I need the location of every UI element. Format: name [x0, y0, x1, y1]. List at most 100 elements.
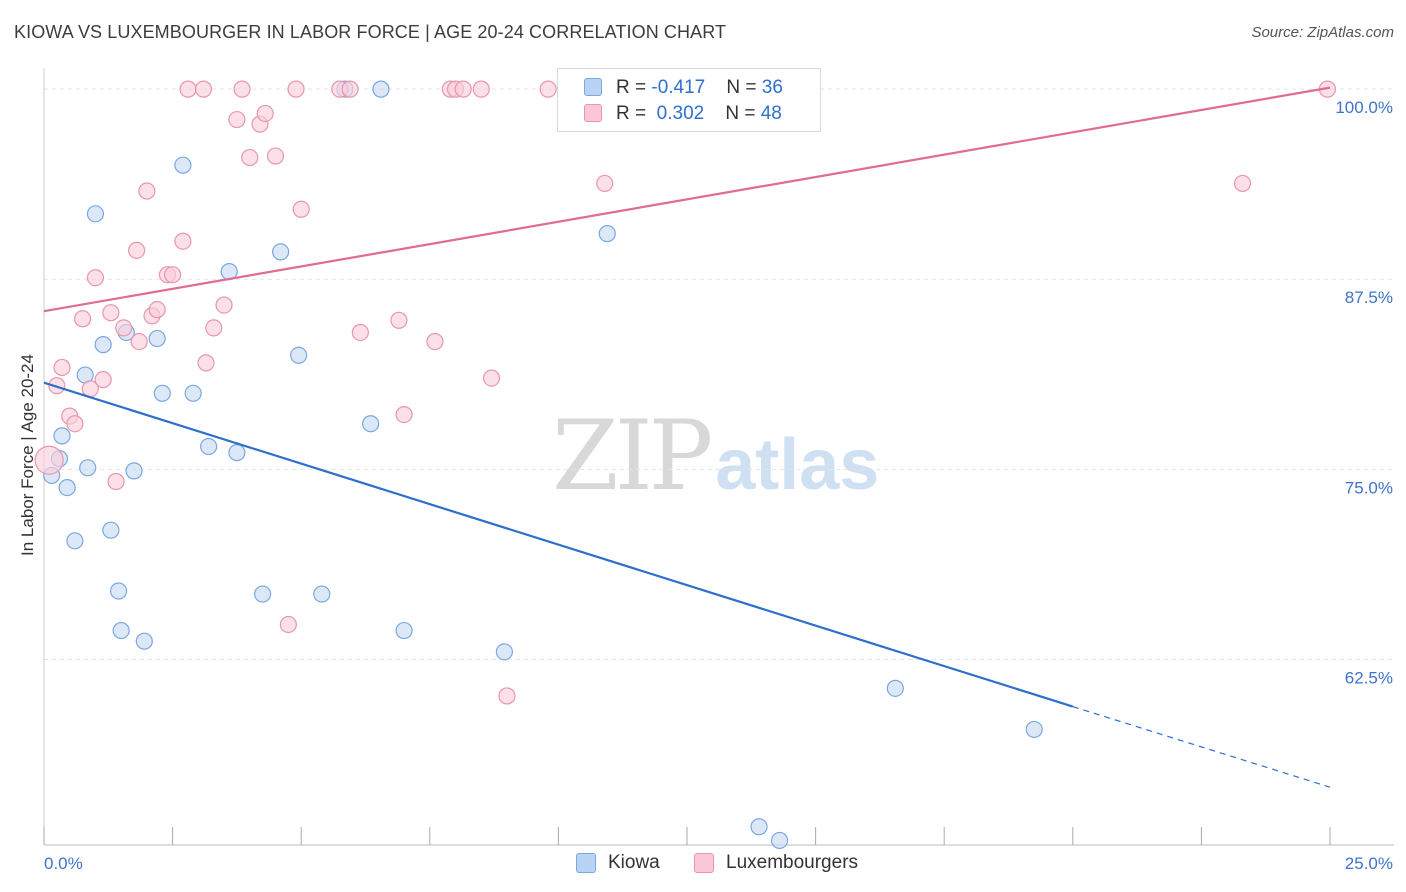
data-point [254, 585, 272, 603]
data-point [138, 182, 156, 200]
data-point [313, 585, 331, 603]
data-point [194, 80, 213, 98]
data-point [287, 80, 305, 98]
bottom-legend-label-kiowa: Kiowa [608, 852, 660, 873]
data-point [125, 462, 143, 480]
data-point [395, 405, 413, 424]
data-point [109, 582, 128, 600]
data-point [454, 80, 472, 98]
data-point [341, 80, 359, 98]
correlation-legend: R = -0.417 N = 36 R = 0.302 N = 48 [557, 68, 821, 132]
data-point [362, 415, 380, 433]
data-point [53, 427, 71, 445]
axes [43, 68, 1394, 846]
trend-line-kiowa [43, 381, 1074, 708]
x-tick-label-max: 25.0% [1345, 854, 1393, 873]
y-tick-label: 100.0% [1335, 98, 1393, 117]
data-point [127, 241, 146, 259]
bottom-legend-label-luxembourgers: Luxembourgers [726, 852, 859, 873]
legend-text-kiowa: R = -0.417 N = 36 [616, 77, 783, 99]
data-point [94, 371, 112, 389]
data-point [200, 437, 218, 456]
bottom-legend-swatch-kiowa [576, 853, 596, 873]
legend-r-label: R = [616, 103, 652, 124]
data-point [372, 80, 390, 98]
data-point [228, 444, 246, 462]
source-label: Source: ZipAtlas.com [1251, 24, 1394, 41]
data-point [102, 521, 120, 539]
data-point [184, 384, 202, 402]
data-point [86, 269, 105, 287]
data-point [79, 459, 97, 477]
data-point [174, 232, 192, 250]
legend-r-value: 0.302 [651, 103, 705, 124]
data-point [228, 110, 246, 129]
trend-line-luxembourgers [43, 86, 1331, 313]
data-point [272, 243, 290, 261]
data-point [498, 687, 516, 705]
data-point [292, 200, 310, 218]
data-point [197, 354, 215, 372]
data-point [115, 319, 133, 337]
legend-n-label: N = [726, 77, 762, 98]
data-point [86, 205, 105, 223]
data-point [148, 329, 166, 348]
chart-title: KIOWA VS LUXEMBOURGER IN LABOR FORCE | A… [14, 22, 727, 42]
watermark: ZIPatlas [552, 400, 879, 512]
y-tick-label: 87.5% [1345, 288, 1393, 307]
data-point [1025, 720, 1043, 739]
data-point [495, 643, 513, 661]
data-point [164, 266, 182, 284]
data-point [148, 301, 166, 319]
data-point [256, 104, 274, 123]
legend-n-value: 36 [761, 77, 783, 98]
legend-n-label: N = [725, 103, 761, 124]
legend-swatch-luxembourgers [584, 104, 602, 122]
trend-lines [43, 86, 1331, 788]
data-point [73, 310, 92, 328]
data-point [266, 147, 285, 165]
data-point [102, 304, 120, 322]
bottom-legend-swatch-luxembourgers [694, 853, 714, 873]
data-point [215, 296, 233, 314]
data-point [482, 369, 501, 387]
grid-lines [44, 88, 1394, 660]
data-point [153, 384, 171, 402]
legend-swatch-kiowa [584, 78, 602, 96]
data-point [290, 346, 308, 364]
legend-r-value: -0.417 [651, 77, 706, 98]
legend-r-label: R = [616, 77, 652, 98]
watermark-atlas: atlas [715, 425, 880, 505]
legend-n-value: 48 [760, 103, 782, 124]
y-tick-label: 75.0% [1345, 478, 1393, 497]
data-point [1233, 174, 1252, 193]
data-point [112, 621, 130, 640]
data-point [750, 818, 768, 836]
data-point [539, 80, 557, 98]
y-axis-title: In Labor Force | Age 20-24 [18, 354, 37, 556]
data-point [426, 332, 444, 351]
tick-labels: 62.5% 75.0% 87.5% 100.0% 0.0% 25.0% [44, 98, 1393, 873]
data-point [107, 472, 125, 491]
data-point [390, 311, 408, 329]
data-point [53, 358, 71, 377]
data-point [179, 80, 197, 98]
x-tick-label-min: 0.0% [44, 854, 83, 873]
data-point [66, 532, 84, 550]
data-point [279, 615, 297, 634]
series-luxembourgers [34, 80, 1337, 705]
data-point [233, 80, 251, 98]
data-point [205, 319, 223, 337]
data-point [94, 336, 112, 354]
data-point [241, 148, 259, 167]
data-point [135, 632, 153, 650]
trend-extension-kiowa [1072, 706, 1331, 788]
y-tick-label: 62.5% [1345, 668, 1393, 687]
data-point [351, 323, 369, 342]
data-point [34, 445, 64, 475]
data-point [598, 225, 616, 243]
data-point [395, 621, 413, 640]
legend-text-luxembourgers: R = 0.302 N = 48 [616, 103, 782, 125]
data-point [886, 679, 904, 697]
data-point [130, 332, 148, 351]
